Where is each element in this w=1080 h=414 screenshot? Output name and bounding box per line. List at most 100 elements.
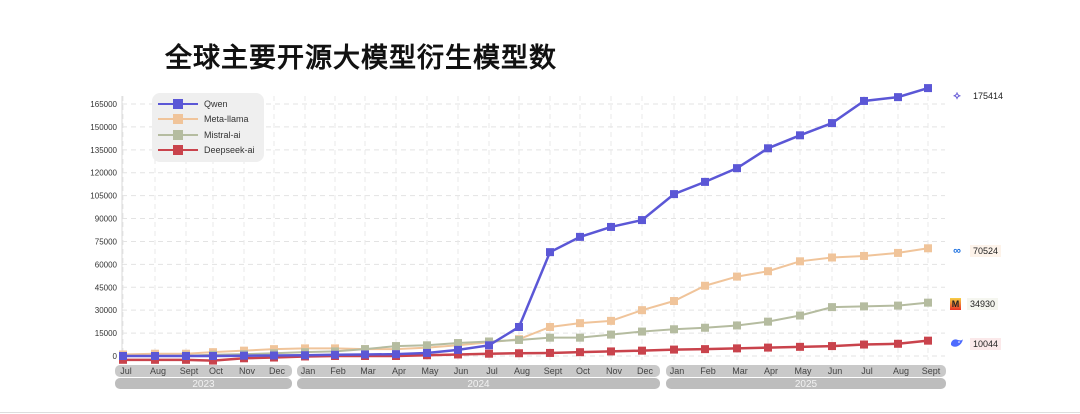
data-point-marker — [733, 272, 741, 281]
data-point-marker — [670, 297, 678, 306]
data-point-marker — [301, 351, 309, 360]
month-band-2025 — [666, 365, 946, 377]
data-point-marker — [924, 298, 932, 307]
mistral-logo-icon: M — [950, 298, 961, 310]
data-point-marker — [546, 248, 554, 257]
data-point-marker — [209, 352, 217, 360]
data-point-marker — [924, 84, 932, 93]
data-point-marker — [331, 350, 339, 359]
data-point-marker — [576, 348, 584, 357]
data-point-marker — [796, 131, 804, 140]
end-value: 34930 — [967, 298, 999, 310]
data-point-marker — [860, 340, 868, 349]
y-tick-label: 30000 — [95, 306, 118, 315]
legend-swatch — [158, 145, 198, 156]
data-point-marker — [860, 251, 868, 260]
data-point-marker — [924, 336, 932, 345]
y-tick-label: 75000 — [95, 237, 118, 246]
data-point-marker — [546, 348, 554, 357]
chart-legend: Qwen Meta-llama Mistral-ai Deepseek-ai — [152, 93, 264, 162]
y-tick-label: 120000 — [90, 169, 117, 178]
legend-item-deepseek-ai[interactable]: Deepseek-ai — [152, 143, 264, 159]
x-tick-label: Oct — [576, 366, 591, 376]
data-point-marker — [828, 253, 836, 262]
y-tick-label: 150000 — [90, 123, 117, 132]
legend-label: Qwen — [204, 98, 228, 109]
chart-title: 全球主要开源大模型衍生模型数 — [165, 43, 557, 74]
x-tick-label: Nov — [606, 366, 623, 376]
data-point-marker — [607, 347, 615, 356]
x-tick-label: May — [794, 366, 812, 376]
data-point-marker — [764, 144, 772, 153]
month-band-2024 — [297, 365, 660, 377]
legend-item-mistral-ai[interactable]: Mistral-ai — [152, 127, 264, 143]
data-point-marker — [151, 352, 159, 360]
data-point-marker — [733, 164, 741, 173]
data-point-marker — [828, 303, 836, 312]
end-value: 10044 — [970, 338, 1002, 350]
bottom-divider — [0, 412, 1080, 413]
data-point-marker — [894, 93, 902, 102]
month-band-2023 — [115, 365, 292, 377]
data-point-marker — [546, 333, 554, 342]
x-tick-label: May — [421, 366, 439, 376]
x-tick-label: Jun — [454, 366, 469, 376]
y-tick-label: 165000 — [90, 100, 117, 109]
legend-swatch — [158, 129, 198, 140]
data-point-marker — [764, 317, 772, 326]
x-tick-label: Aug — [893, 366, 909, 376]
data-point-marker — [924, 244, 932, 253]
data-point-marker — [607, 222, 615, 231]
year-band-2024 — [297, 378, 660, 389]
data-point-marker — [515, 322, 523, 331]
year-label: 2024 — [467, 379, 490, 390]
x-tick-label: Jan — [670, 366, 685, 376]
y-tick-label: 135000 — [90, 146, 117, 155]
data-point-marker — [701, 177, 709, 186]
data-point-marker — [515, 335, 523, 344]
legend-label: Meta-llama — [204, 114, 249, 125]
data-point-marker — [894, 248, 902, 257]
data-point-marker — [240, 351, 248, 360]
data-point-marker — [638, 306, 646, 315]
x-tick-label: Oct — [209, 366, 224, 376]
data-point-marker — [485, 341, 493, 350]
data-point-marker — [828, 342, 836, 351]
x-tick-label: Mar — [732, 366, 748, 376]
x-tick-label: Jan — [301, 366, 316, 376]
data-point-marker — [764, 343, 772, 352]
year-band-2025 — [666, 378, 946, 389]
data-point-marker — [670, 325, 678, 334]
data-point-marker — [270, 351, 278, 360]
data-point-marker — [454, 350, 462, 359]
data-point-marker — [392, 342, 400, 351]
data-point-marker — [701, 323, 709, 332]
data-point-marker — [733, 344, 741, 353]
data-point-marker — [894, 339, 902, 348]
end-label-mistral-ai: M 34930 — [950, 298, 999, 310]
data-point-marker — [796, 311, 804, 320]
end-label-deepseek-ai: 10044 — [950, 338, 1002, 350]
data-point-marker — [638, 327, 646, 336]
data-point-marker — [209, 356, 217, 365]
data-point-marker — [701, 345, 709, 354]
data-point-marker — [454, 339, 462, 348]
legend-item-qwen[interactable]: Qwen — [152, 96, 264, 112]
legend-swatch — [158, 98, 198, 109]
data-point-marker — [423, 348, 431, 357]
end-label-qwen: ⟡ 175414 — [950, 90, 1006, 102]
legend-item-meta-llama[interactable]: Meta-llama — [152, 112, 264, 128]
qwen-logo-icon: ⟡ — [953, 89, 961, 102]
year-band-2023 — [115, 378, 292, 389]
end-value: 70524 — [970, 245, 1002, 257]
x-tick-label: Dec — [637, 366, 654, 376]
data-point-marker — [546, 322, 554, 331]
x-tick-label: Apr — [764, 366, 778, 376]
end-value: 175414 — [973, 91, 1004, 101]
data-point-marker — [764, 267, 772, 276]
data-point-marker — [701, 281, 709, 290]
x-tick-label: Sept — [544, 366, 563, 376]
x-tick-label: Dec — [269, 366, 286, 376]
data-point-marker — [638, 216, 646, 225]
